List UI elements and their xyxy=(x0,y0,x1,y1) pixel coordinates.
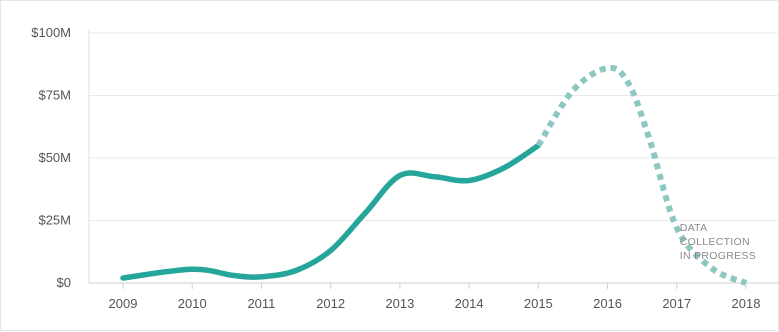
x-tick-label: 2012 xyxy=(316,296,345,311)
grid-lines xyxy=(89,32,779,221)
series-line-projected xyxy=(535,64,748,286)
x-tick-label: 2018 xyxy=(732,296,761,311)
y-tick-label: $75M xyxy=(38,88,71,103)
annotation-line: IN PROGRESS xyxy=(680,250,756,262)
annotation-line: DATA xyxy=(680,222,708,234)
annotation-line: COLLECTION xyxy=(680,236,750,248)
y-tick-label: $50M xyxy=(38,150,71,165)
y-tick-label: $100M xyxy=(31,25,71,40)
x-tick-label: 2010 xyxy=(178,296,207,311)
series-line-actual xyxy=(120,142,542,281)
x-tick-label: 2014 xyxy=(455,296,484,311)
axes xyxy=(88,29,779,284)
x-tick-label: 2013 xyxy=(385,296,414,311)
y-axis-ticks: $0 $25M $50M $75M $100M xyxy=(31,25,71,290)
x-tick-label: 2016 xyxy=(593,296,622,311)
x-axis-ticks: 2009 2010 2011 2012 2013 2014 2015 2016 2017 2018 xyxy=(109,283,761,311)
x-tick-label: 2017 xyxy=(662,296,691,311)
x-tick-label: 2009 xyxy=(109,296,138,311)
y-tick-label: $25M xyxy=(38,213,71,228)
x-tick-label: 2015 xyxy=(524,296,553,311)
annotation: DATA COLLECTION IN PROGRESS xyxy=(680,222,756,262)
x-tick-label: 2011 xyxy=(247,296,275,311)
series-layer xyxy=(120,64,748,286)
y-tick-label: $0 xyxy=(57,275,71,290)
